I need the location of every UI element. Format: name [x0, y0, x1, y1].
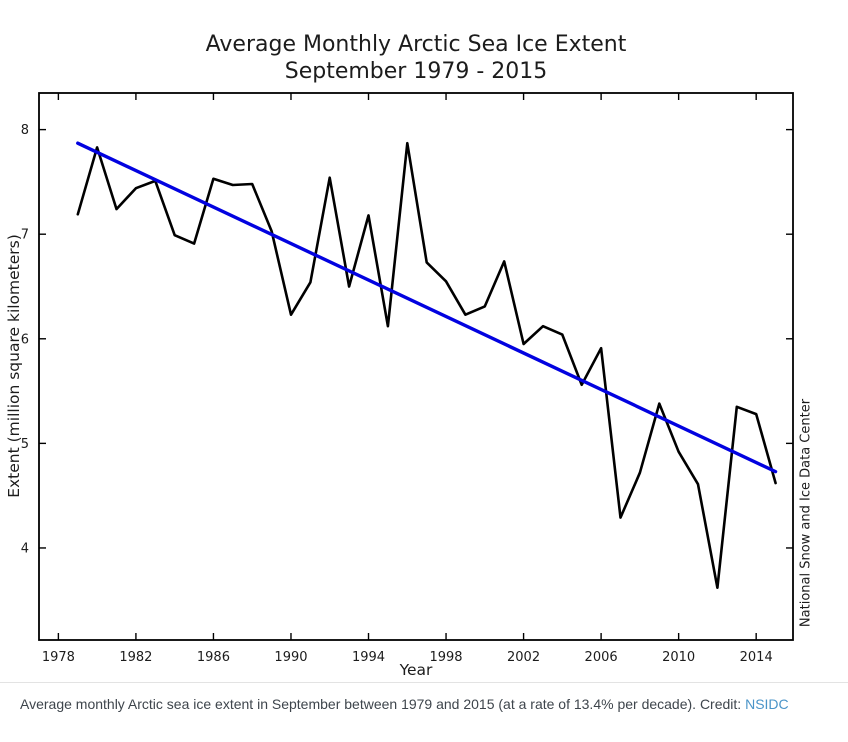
- x-axis-tick-label: 1994: [352, 650, 385, 665]
- chart-title: Average Monthly Arctic Sea Ice Extent Se…: [0, 31, 832, 85]
- y-axis-tick-label: 4: [21, 541, 29, 556]
- x-axis-tick-label: 1986: [197, 650, 230, 665]
- x-axis-tick-label: 1998: [429, 650, 462, 665]
- nsidc-link[interactable]: NSIDC: [745, 696, 789, 712]
- plot-border: [38, 92, 794, 641]
- arctic-sea-ice-chart-figure: Average Monthly Arctic Sea Ice Extent Se…: [0, 31, 832, 679]
- x-axis-tick-label: 2010: [662, 650, 695, 665]
- trend-line: [76, 141, 778, 474]
- x-axis-tick-label: 1990: [274, 650, 307, 665]
- y-axis-label: Extent (million square kilometers): [5, 234, 23, 498]
- chart-title-line2: September 1979 - 2015: [284, 59, 548, 84]
- x-axis-tick-label: 1978: [42, 650, 75, 665]
- caption-text: Average monthly Arctic sea ice extent in…: [20, 696, 746, 712]
- caption-bar: Average monthly Arctic sea ice extent in…: [0, 682, 848, 742]
- data-line: [76, 141, 777, 590]
- x-axis-label: Year: [399, 661, 433, 679]
- chart-title-line1: Average Monthly Arctic Sea Ice Extent: [205, 32, 627, 57]
- x-axis-tick-label: 2014: [740, 650, 773, 665]
- x-axis-tick-label: 1982: [119, 650, 152, 665]
- plot-area: 1978 1982 1986 1990 1994 1998 2002 2006 2010 2014…: [21, 92, 794, 665]
- y-axis-tick-label: 8: [21, 123, 29, 138]
- x-axis-tick-label: 2002: [507, 650, 540, 665]
- y-axis-tick-label: 6: [21, 332, 29, 347]
- nsidc-watermark: National Snow and Ice Data Center: [798, 398, 814, 628]
- x-axis-tick-label: 2006: [585, 650, 618, 665]
- y-axis-tick-label: 7: [21, 228, 29, 243]
- y-axis-tick-label: 5: [21, 437, 29, 452]
